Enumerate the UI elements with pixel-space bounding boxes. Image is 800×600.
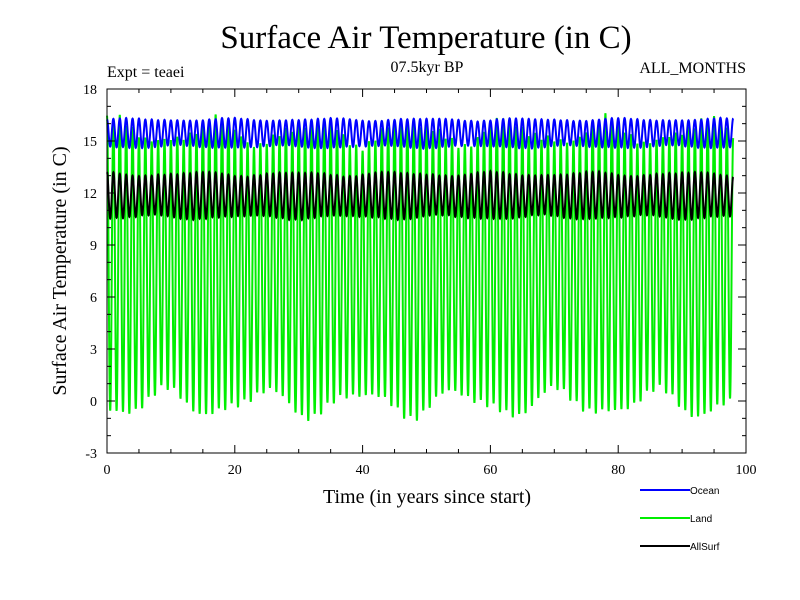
series-line-allsurf — [106, 169, 735, 222]
legend-label-allsurf: AllSurf — [690, 542, 720, 553]
chart-subtitle: 07.5kyr BP — [391, 59, 464, 76]
x-tick-label: 40 — [356, 463, 370, 478]
legend-label-ocean: Ocean — [690, 486, 719, 497]
legend-label-land: Land — [690, 514, 712, 525]
x-tick-label: 0 — [104, 463, 111, 478]
months-label: ALL_MONTHS — [639, 60, 746, 77]
series-line-land — [106, 113, 735, 422]
y-tick-label: 9 — [90, 239, 97, 254]
y-tick-label: 3 — [90, 343, 97, 358]
x-tick-label: 20 — [228, 463, 242, 478]
series-group — [106, 113, 735, 422]
x-tick-label: 60 — [483, 463, 497, 478]
series-line-ocean — [106, 116, 735, 150]
y-tick-label: 0 — [90, 395, 97, 410]
x-tick-label: 100 — [736, 463, 757, 478]
plot-frame — [106, 88, 747, 454]
chart-title: Surface Air Temperature (in C) — [220, 20, 631, 56]
x-axis-label: Time (in years since start) — [323, 486, 531, 508]
experiment-label: Expt = teaei — [107, 64, 185, 81]
y-tick-label: 12 — [83, 187, 97, 202]
y-axis-label: Surface Air Temperature (in C) — [49, 146, 71, 395]
ticks-group: -3 0 3 6 9 12 15 18 0 20 40 60 80 100 — [83, 83, 757, 478]
y-tick-label: 6 — [90, 291, 97, 306]
x-tick-label: 80 — [611, 463, 625, 478]
y-tick-label: 18 — [83, 83, 97, 98]
y-tick-label: 15 — [83, 135, 97, 150]
legend: Ocean Land AllSurf — [640, 486, 720, 553]
y-tick-label: -3 — [85, 447, 97, 462]
